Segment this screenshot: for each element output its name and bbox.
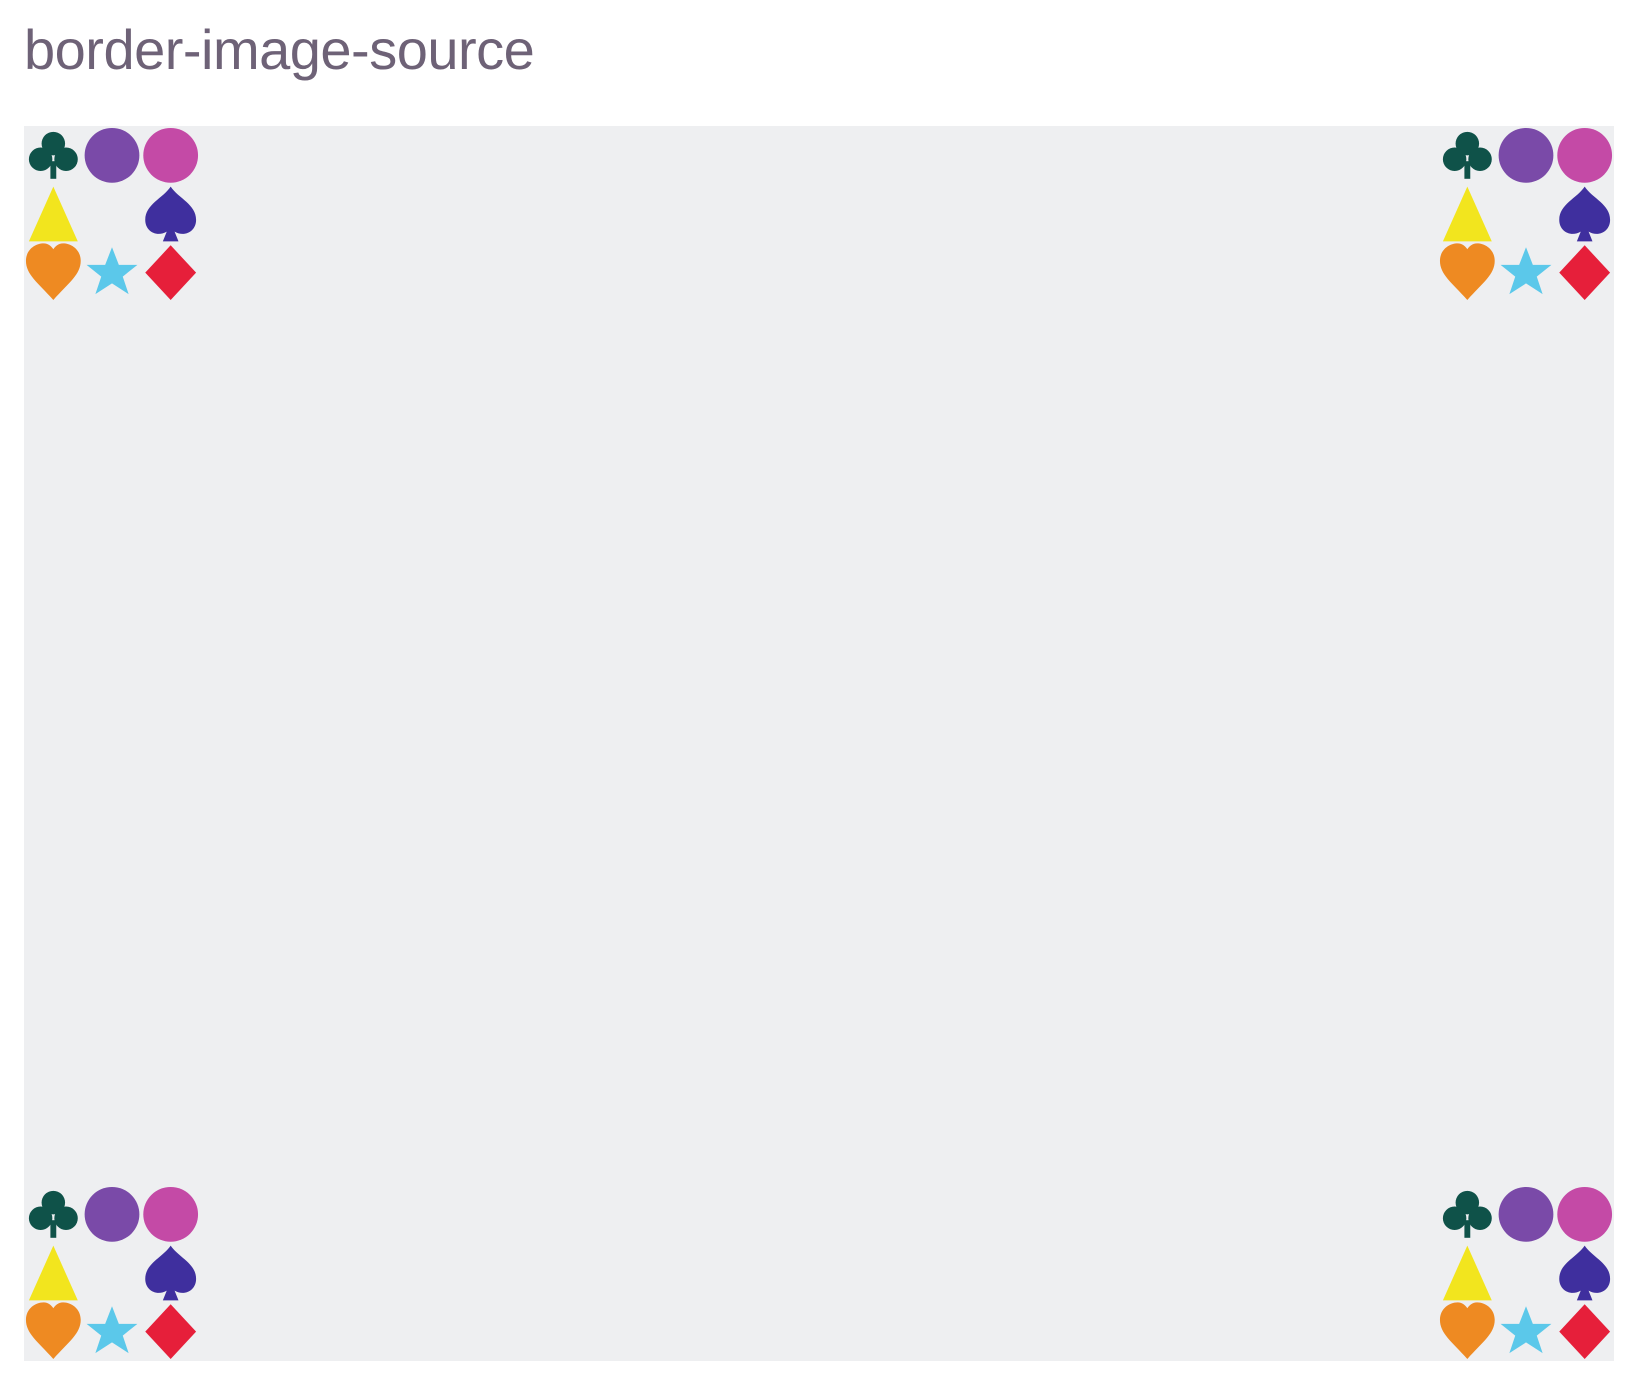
circle-icon (1498, 1186, 1554, 1242)
club-icon (28, 1190, 78, 1238)
circle-icon (84, 1186, 140, 1242)
diamond-icon (145, 1304, 197, 1360)
club-icon (1442, 1190, 1492, 1238)
triangle-icon (1442, 186, 1492, 242)
heart-icon (1439, 243, 1495, 301)
circle-icon (84, 127, 140, 183)
star-icon (1500, 247, 1552, 295)
spade-icon (1559, 186, 1611, 242)
club-icon (1442, 131, 1492, 179)
diamond-icon (1559, 1304, 1611, 1360)
circle-icon (143, 127, 199, 183)
heart-icon (25, 243, 81, 301)
spade-icon (145, 186, 197, 242)
page-title: border-image-source (24, 18, 535, 81)
corner-ornament-top-right (1438, 126, 1614, 302)
border-image-demo-box (24, 126, 1614, 1361)
star-icon (86, 247, 138, 295)
triangle-icon (28, 1245, 78, 1301)
corner-ornament-bottom-left (24, 1185, 200, 1361)
circle-icon (1557, 127, 1613, 183)
corner-ornament-bottom-right (1438, 1185, 1614, 1361)
club-icon (28, 131, 78, 179)
diamond-icon (145, 245, 197, 301)
heart-icon (25, 1302, 81, 1360)
corner-ornament-top-left (24, 126, 200, 302)
triangle-icon (28, 186, 78, 242)
star-icon (86, 1306, 138, 1354)
triangle-icon (1442, 1245, 1492, 1301)
circle-icon (1498, 127, 1554, 183)
diamond-icon (1559, 245, 1611, 301)
circle-icon (1557, 1186, 1613, 1242)
star-icon (1500, 1306, 1552, 1354)
heart-icon (1439, 1302, 1495, 1360)
spade-icon (145, 1245, 197, 1301)
spade-icon (1559, 1245, 1611, 1301)
circle-icon (143, 1186, 199, 1242)
